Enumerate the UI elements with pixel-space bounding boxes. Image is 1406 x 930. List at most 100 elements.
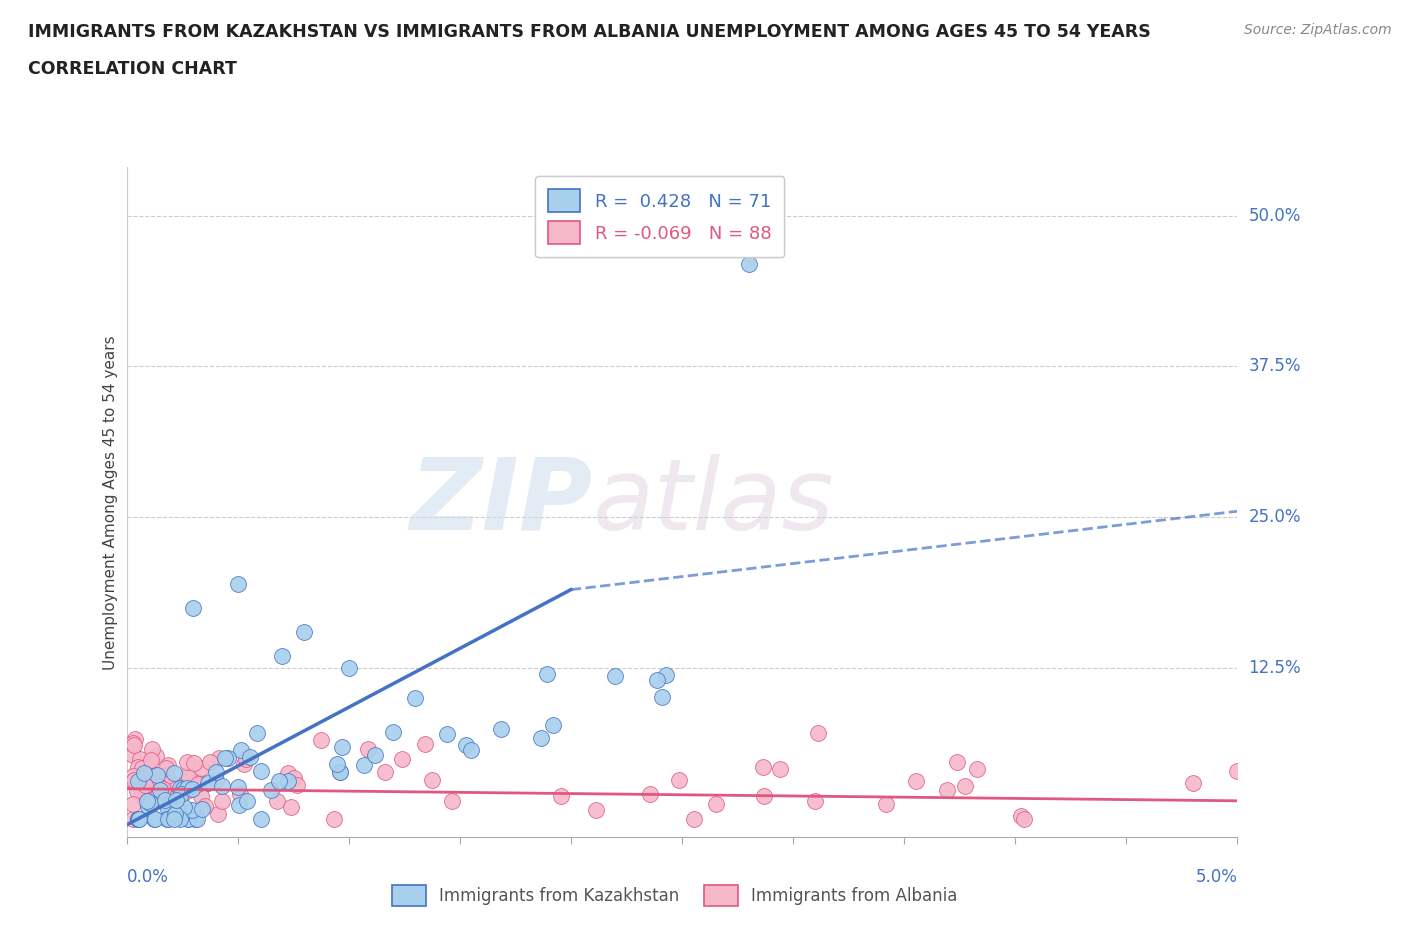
Point [122,737,145,752]
Point [655,668,678,683]
Point [143,812,166,827]
Point [127,812,149,827]
Point [152,782,174,797]
Point [205,764,228,779]
Point [198,754,221,769]
Legend: Immigrants from Kazakhstan, Immigrants from Albania: Immigrants from Kazakhstan, Immigrants f… [385,879,965,912]
Point [489,722,512,737]
Point [124,732,146,747]
Point [138,767,160,782]
Point [330,740,353,755]
Point [169,812,191,827]
Point [292,624,315,639]
Point [135,793,157,808]
Point [404,691,426,706]
Point [128,812,150,827]
Point [337,660,360,675]
Point [229,787,252,802]
Point [134,777,156,792]
Point [162,791,184,806]
Point [752,760,775,775]
Point [165,777,187,792]
Point [141,741,163,756]
Point [122,768,145,783]
Point [129,781,152,796]
Point [214,751,236,765]
Point [145,768,167,783]
Point [128,751,150,766]
Point [651,690,673,705]
Point [166,802,188,817]
Point [322,812,344,827]
Point [905,774,928,789]
Point [134,791,156,806]
Point [156,812,179,827]
Point [127,759,149,774]
Point [235,751,257,766]
Point [211,793,233,808]
Point [280,800,302,815]
Point [155,768,177,783]
Point [329,764,352,779]
Point [277,773,299,788]
Point [176,780,198,795]
Text: 37.5%: 37.5% [1249,357,1301,376]
Point [647,673,669,688]
Point [737,257,759,272]
Point [173,799,195,814]
Point [127,812,149,827]
Point [146,790,169,804]
Point [157,799,180,814]
Point [136,771,159,786]
Point [163,812,186,827]
Point [226,577,249,591]
Text: CORRELATION CHART: CORRELATION CHART [28,60,238,78]
Point [454,737,477,752]
Point [228,798,250,813]
Point [460,743,482,758]
Text: Source: ZipAtlas.com: Source: ZipAtlas.com [1244,23,1392,37]
Point [391,752,413,767]
Text: atlas: atlas [593,454,835,551]
Point [122,748,145,763]
Text: ZIP: ZIP [411,454,593,551]
Point [163,765,186,780]
Point [364,748,387,763]
Point [271,648,294,663]
Point [122,774,145,789]
Point [603,669,626,684]
Point [283,770,305,785]
Point [955,778,977,793]
Point [217,751,239,765]
Point [165,792,187,807]
Point [194,799,217,814]
Point [172,781,194,796]
Point [149,782,172,797]
Point [1226,764,1249,778]
Point [136,760,159,775]
Text: 5.0%: 5.0% [1195,868,1237,885]
Point [145,790,167,804]
Point [169,780,191,795]
Point [536,667,558,682]
Point [530,731,553,746]
Point [190,761,212,776]
Point [122,812,145,827]
Point [260,783,283,798]
Point [682,812,704,827]
Point [541,718,564,733]
Point [277,765,299,780]
Point [155,793,177,808]
Point [326,756,349,771]
Point [155,760,177,775]
Point [706,797,728,812]
Point [353,758,375,773]
Point [752,789,775,804]
Point [329,764,352,779]
Text: 25.0%: 25.0% [1249,509,1301,526]
Point [152,777,174,792]
Point [127,774,149,789]
Point [145,749,167,764]
Text: 12.5%: 12.5% [1249,659,1301,677]
Point [441,793,464,808]
